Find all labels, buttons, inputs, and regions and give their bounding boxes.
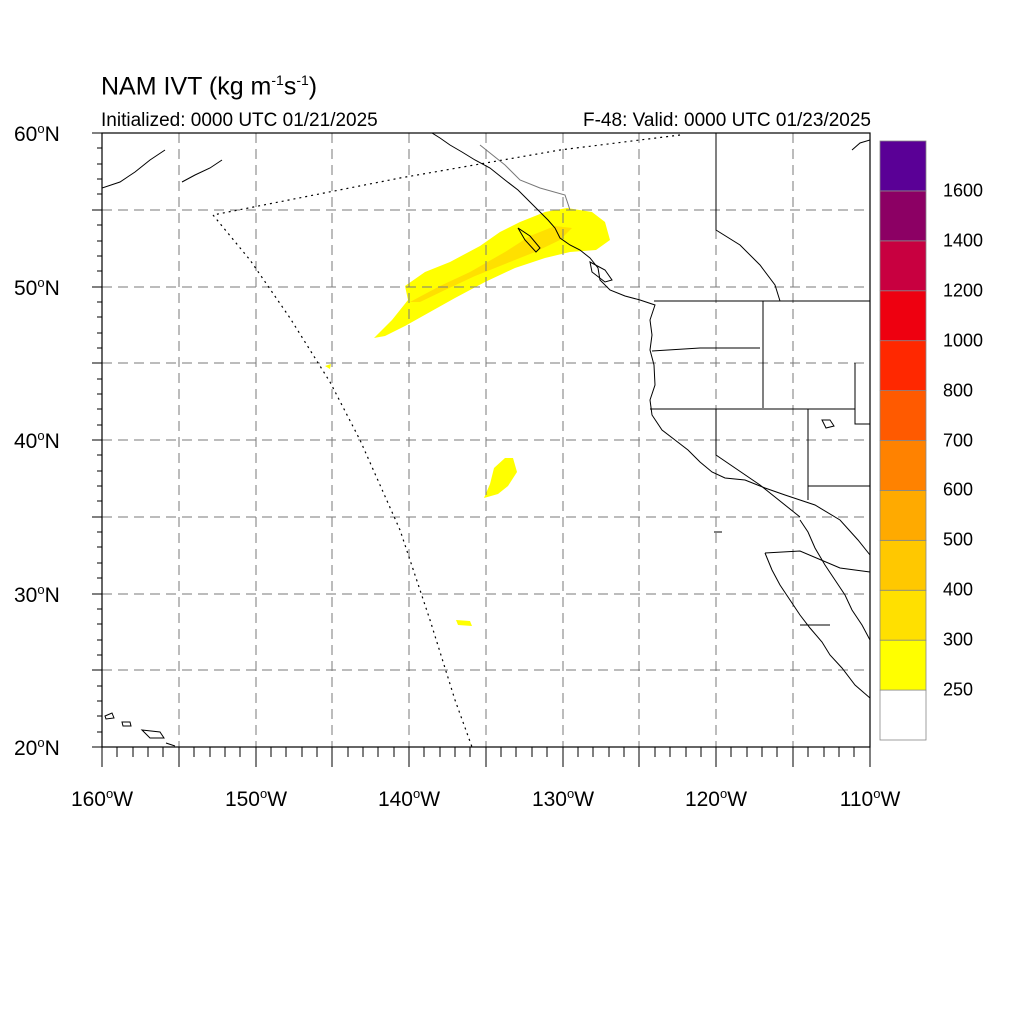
colorbar-swatch: [879, 490, 927, 541]
lon-label-130w: 130oW: [531, 786, 595, 811]
map-plot-area: [102, 133, 870, 747]
lon-label-160w: 160oW: [70, 786, 134, 811]
offshore-patch: [484, 458, 517, 498]
ivt-shading: [325, 208, 610, 626]
colorbar-swatch: [879, 689, 927, 741]
colorbar-label: 1400: [943, 230, 984, 251]
islands-ca: [821, 419, 835, 429]
hawaii-4: [165, 742, 176, 747]
colorbar-swatch: [879, 390, 927, 441]
axis-ticks: [92, 132, 871, 767]
alaska-coast-west: [102, 149, 166, 189]
colorbar-swatch: [879, 140, 927, 192]
hawaii-3: [140, 729, 165, 739]
vancouver-island: [589, 261, 613, 283]
model-domain-boundary: [211, 134, 681, 747]
lon-label-140w: 140oW: [377, 786, 441, 811]
east-coast-edge: [851, 139, 870, 151]
lon-label-150w: 150oW: [224, 786, 288, 811]
colorbar-swatch: [879, 290, 927, 342]
title-exponent-2: -1: [296, 72, 309, 88]
lat-label-50n: 50oN: [14, 275, 60, 300]
title-exponent-1: -1: [271, 72, 284, 88]
colorbar-label: 1200: [943, 280, 984, 301]
colorbar-label: 250: [943, 679, 974, 700]
title-text-end: ): [308, 72, 318, 101]
us-mexico-border: [764, 550, 870, 573]
hawaii-2: [121, 721, 132, 727]
colorbar-label: 800: [943, 380, 974, 401]
valid-time: F-48: Valid: 0000 UTC 01/23/2025: [583, 110, 871, 131]
colorbar-label: 500: [943, 529, 974, 550]
map-title: NAM IVT (kg m-1s-1): [101, 72, 317, 101]
co-border: [854, 363, 870, 425]
colorbar-label: 300: [943, 629, 974, 650]
colorbar-label: 1000: [943, 330, 984, 351]
title-text-s: s: [283, 72, 297, 101]
title-text: NAM IVT (kg m: [101, 72, 272, 101]
alaska-peninsula: [181, 159, 223, 183]
haida-gwaii: [517, 227, 541, 253]
lon-label-110w: 110oW: [839, 786, 901, 811]
plume-core: [410, 226, 572, 302]
hawaii-1: [104, 712, 115, 720]
alaska-border: [479, 144, 571, 211]
lat-label-40n: 40oN: [14, 428, 60, 453]
colorbar-swatch: [879, 340, 927, 391]
colorbar-swatch: [879, 240, 927, 292]
colorbar-label: 400: [943, 579, 974, 600]
colorbar-label: 700: [943, 430, 974, 450]
colorbar-swatch: [879, 190, 927, 242]
baja-coastline: [764, 552, 870, 699]
canada-alaska-border: [715, 133, 781, 302]
colorbar-swatch: [879, 539, 927, 591]
political-borders: [650, 133, 870, 626]
colorbar-swatch: [879, 639, 927, 691]
colorbar-swatch: [879, 440, 927, 491]
gulf-coastline: [799, 519, 870, 641]
coastlines: [102, 133, 870, 747]
colorbar-swatch: [879, 589, 927, 641]
initialized-time: Initialized: 0000 UTC 01/21/2025: [101, 110, 378, 131]
plot-frame: [101, 132, 871, 748]
wa-or-border: [651, 347, 760, 352]
ca-nv-border: [715, 409, 801, 518]
offshore-patch-small: [456, 620, 472, 626]
lat-label-20n: 20oN: [14, 735, 60, 760]
colorbar-label: 600: [943, 479, 974, 500]
lat-label-60n: 60oN: [14, 121, 60, 146]
offshore-speck: [325, 364, 331, 369]
colorbar-label: 1600: [943, 180, 984, 201]
colorbar: [879, 140, 927, 741]
lat-label-30n: 30oN: [14, 582, 60, 607]
lat-lon-grid: [102, 133, 870, 747]
lon-label-120w: 120oW: [684, 786, 748, 811]
north-america-coastline: [431, 133, 870, 556]
